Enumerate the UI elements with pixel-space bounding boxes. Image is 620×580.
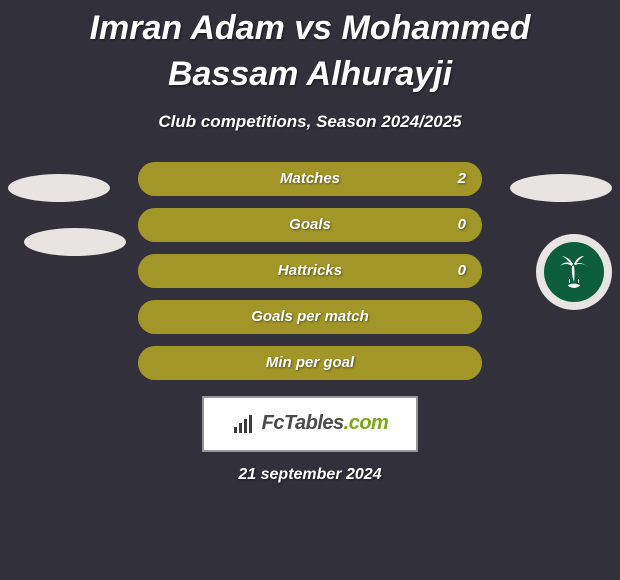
comparison-bars: Matches2Goals0Hattricks0Goals per matchM…: [138, 162, 482, 380]
stat-right-value: 2: [458, 162, 466, 196]
page-subtitle: Club competitions, Season 2024/2025: [0, 112, 620, 132]
page-title: Imran Adam vs Mohammed Bassam Alhurayji: [0, 0, 620, 98]
stat-label: Hattricks: [138, 254, 482, 288]
bar-chart-icon: [232, 413, 258, 435]
stat-label: Min per goal: [138, 346, 482, 380]
player2-photo-placeholder: [510, 174, 612, 202]
stat-bar: Goals per match: [138, 300, 482, 334]
stat-label: Goals per match: [138, 300, 482, 334]
brand-text: FcTables.com: [262, 412, 389, 435]
stat-label: Matches: [138, 162, 482, 196]
stat-label: Goals: [138, 208, 482, 242]
snapshot-date: 21 september 2024: [0, 466, 620, 484]
stat-right-value: 0: [458, 208, 466, 242]
brand-text-part2: .com: [344, 412, 389, 434]
stat-bar: Hattricks0: [138, 254, 482, 288]
club-badge-inner: [544, 242, 604, 302]
fctables-brand-box: FcTables.com: [202, 396, 418, 452]
player1-photo-placeholder-1: [8, 174, 110, 202]
player2-club-badge: [536, 234, 612, 310]
stat-bar: Goals0: [138, 208, 482, 242]
brand-text-part1: FcTables: [262, 412, 344, 434]
stat-bar: Matches2: [138, 162, 482, 196]
stat-bar: Min per goal: [138, 346, 482, 380]
player1-photo-placeholder-2: [24, 228, 126, 256]
stat-right-value: 0: [458, 254, 466, 288]
palm-tree-icon: [554, 252, 594, 292]
